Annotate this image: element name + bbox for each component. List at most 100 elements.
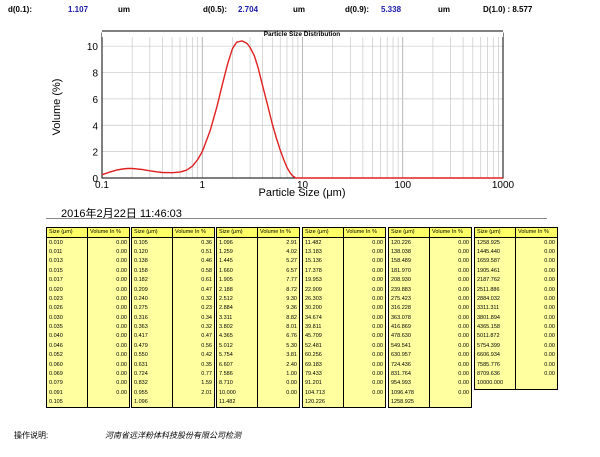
volume-cell: 0.00 (87, 237, 130, 248)
volume-cell: 0.00 (515, 237, 558, 248)
table-row: 10000.000 (474, 379, 558, 390)
table-row: 0.158 0.58 (131, 266, 215, 276)
table-row: 0.550 0.42 (131, 351, 215, 361)
result-table-1: Size (μm) Volume In % 0.010 0.00 0.011 0.00 0.… (46, 226, 130, 409)
size-cell: 5.012 (216, 341, 258, 352)
volume-cell: 0.00 (515, 332, 558, 342)
volume-cell: 5.30 (257, 341, 300, 352)
size-cell: 2.188 (216, 285, 258, 295)
volume-cell: 6.57 (257, 266, 300, 276)
y-tick-label: 8 (92, 69, 98, 80)
size-cell: 30.200 (302, 304, 344, 314)
volume-cell: 0.35 (172, 360, 215, 370)
table-row: 3.311 8.82 (216, 313, 300, 323)
volume-cell: 0.00 (87, 360, 130, 370)
table-row: 3311.311 0.00 (474, 304, 558, 314)
size-cell: 2884.032 (474, 294, 516, 305)
size-cell: 208.930 (388, 275, 430, 286)
size-cell: 0.011 (46, 247, 88, 258)
volume-cell: 0.47 (172, 332, 215, 342)
table-row: 1.259 4.02 (216, 247, 300, 258)
volume-cell: 0.00 (429, 257, 472, 267)
size-cell: 13.183 (302, 247, 344, 258)
volume-cell: 0.00 (87, 332, 130, 342)
volume-cell: 0.00 (515, 360, 558, 370)
volume-cell: 9.36 (257, 304, 300, 314)
size-cell: 5754.399 (474, 341, 516, 352)
size-cell: 0.631 (131, 360, 173, 370)
table-row: 91.201 0.00 (302, 379, 386, 389)
timestamp: 2016年2月22日 11:46:03 (61, 208, 182, 220)
volume-cell: 8.01 (257, 322, 300, 333)
size-cell: 120.226 (388, 237, 430, 248)
volume-cell: 1.59 (172, 379, 215, 389)
table-row: 79.433 0.00 (302, 369, 386, 380)
volume-cell: 0.00 (87, 304, 130, 314)
size-cell: 6.607 (216, 360, 258, 370)
size-cell: 1445.440 (474, 247, 516, 258)
size-cell: 91.201 (302, 379, 344, 389)
size-cell: 630.957 (388, 351, 430, 361)
size-cell: 120.226 (302, 398, 344, 409)
size-cell: 8709.636 (474, 369, 516, 380)
table-row: 0.275 0.23 (131, 304, 215, 314)
size-cell: 0.013 (46, 257, 88, 267)
volume-cell: 0.00 (429, 388, 472, 399)
d05-value: 2.704 (238, 5, 259, 14)
table-row: 17.378 0.00 (302, 266, 386, 276)
volume-cell (172, 398, 215, 409)
volume-cell: 0.00 (87, 266, 130, 276)
table-row: 11.482 0.00 (302, 237, 386, 248)
volume-cell: 0.36 (172, 237, 215, 248)
volume-cell: 0.00 (343, 360, 386, 370)
table-row: 0.030 0.00 (46, 313, 130, 323)
size-cell: 0.550 (131, 351, 173, 361)
table-row: 2.512 9.30 (216, 294, 300, 305)
table-header-size: Size (μm) (302, 226, 344, 239)
size-cell: 181.970 (388, 266, 430, 276)
size-cell: 10.000 (216, 388, 258, 399)
volume-cell: 0.77 (172, 369, 215, 380)
table-row: 52.481 0.00 (302, 341, 386, 352)
volume-cell: 0.00 (87, 351, 130, 361)
table-row: 30.200 0.00 (302, 304, 386, 314)
table-row: 7.586 1.00 (216, 369, 300, 380)
volume-cell: 0.00 (429, 313, 472, 323)
size-cell: 0.316 (131, 313, 173, 323)
size-cell: 11.482 (302, 237, 344, 248)
table-row: 8709.636 0.00 (474, 369, 558, 380)
table-row: 0.069 0.00 (46, 369, 130, 380)
volume-cell: 0.00 (515, 304, 558, 314)
size-cell: 4.365 (216, 332, 258, 342)
table-row: 2.884 9.36 (216, 304, 300, 314)
volume-cell: 0.42 (172, 351, 215, 361)
table-header-size: Size (μm) (46, 226, 88, 239)
timestamp-divider (46, 218, 547, 219)
table-row: 22.909 0.00 (302, 285, 386, 295)
size-cell: 0.015 (46, 266, 88, 276)
table-row: 4.365 6.76 (216, 332, 300, 342)
table-row: 3.802 8.01 (216, 322, 300, 333)
table-header-volume: Volume In % (172, 226, 215, 239)
size-cell: 22.909 (302, 285, 344, 295)
table-row: 1.660 6.57 (216, 266, 300, 276)
table-row: 0.105 0.36 (131, 237, 215, 248)
size-cell: 8.710 (216, 379, 258, 389)
particle-size-chart: Particle Size Distribution 0 2 4 6 8 10 0.1 1 1… (51, 30, 515, 199)
table-row: 1.096 2.91 (216, 237, 300, 248)
size-cell: 0.035 (46, 322, 88, 333)
table-row: 0.417 0.47 (131, 332, 215, 342)
size-cell: 7585.776 (474, 360, 516, 370)
d09-value: 5.338 (381, 5, 402, 14)
size-cell: 239.883 (388, 285, 430, 295)
volume-cell: 2.01 (172, 388, 215, 399)
table-row: 7585.776 0.00 (474, 360, 558, 370)
result-table-2: Size (μm) Volume In % 0.105 0.36 0.120 0.51 0.… (131, 226, 215, 409)
volume-cell: 0.00 (343, 285, 386, 295)
volume-cell: 0.00 (429, 351, 472, 361)
table-row: 0.316 0.34 (131, 313, 215, 323)
table-row: 0.182 0.61 (131, 275, 215, 286)
table-header-size: Size (μm) (388, 226, 430, 239)
result-table-4: Size (μm) Volume In % 11.482 0.00 13.183 0.00… (302, 226, 386, 409)
size-cell: 45.709 (302, 332, 344, 342)
